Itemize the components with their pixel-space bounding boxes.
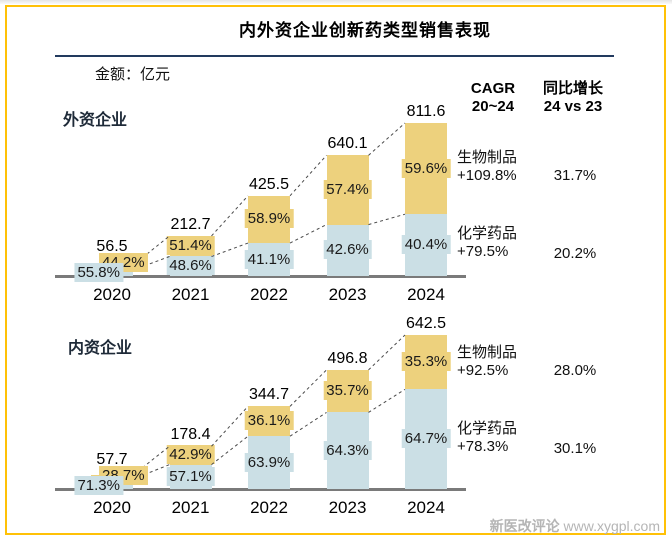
trend-line-segment (211, 242, 249, 257)
trend-line-segment (368, 334, 406, 371)
bar-pct-biologics-domestic-2021: 42.9% (166, 445, 215, 465)
bar-pct-biologics-foreign-2021: 51.4% (166, 236, 215, 256)
watermark-site: www.xygpl.com (563, 518, 660, 534)
bar-pct-chemicals-domestic-2021: 57.1% (166, 466, 215, 486)
top-edge-strip (0, 0, 672, 4)
legend-domestic-biologics-cagr: +92.5% (457, 362, 509, 379)
bar-pct-biologics-domestic-2024: 35.3% (401, 352, 451, 372)
bar-pct-chemicals-foreign-2021: 48.6% (166, 256, 215, 276)
trend-line-segment (289, 224, 327, 244)
section-label-domestic: 内资企业 (68, 340, 133, 357)
bar-pct-chemicals-foreign-2022: 41.1% (244, 249, 294, 269)
yoy-header-line2: 24 vs 23 (543, 98, 603, 115)
legend-foreign-chemicals-cagr: +79.5% (457, 243, 509, 260)
bar-pct-biologics-foreign-2022: 58.9% (244, 209, 294, 229)
legend-foreign-chemicals: 化学药品 +79.5% (457, 225, 517, 261)
legend-foreign-biologics-yoy: 31.7% (553, 167, 597, 184)
watermark-brand: 新医改评论 (489, 518, 560, 534)
bar-total-label-foreign-2023: 640.1 (327, 135, 368, 153)
bar-pct-biologics-foreign-2024: 59.6% (401, 158, 451, 178)
legend-domestic-biologics: 生物制品 +92.5% (457, 344, 517, 380)
axis-line-foreign (55, 275, 466, 278)
watermark: 新医改评论 www.xygpl.com (490, 516, 660, 536)
legend-domestic-chemicals-cagr: +78.3% (457, 438, 509, 455)
trend-line-segment (211, 435, 249, 465)
trend-line-segment (368, 388, 406, 413)
bar-total-label-domestic-2023: 496.8 (327, 349, 368, 367)
trend-line-segment (289, 369, 327, 407)
year-label-domestic-2021: 2021 (171, 498, 210, 517)
legend-domestic-chemicals-name: 化学药品 (457, 420, 518, 437)
legend-domestic-chemicals: 化学药品 +78.3% (457, 420, 517, 456)
year-label-foreign-2022: 2022 (250, 285, 288, 304)
year-label-foreign-2023: 2023 (328, 285, 367, 304)
trend-line-segment (289, 412, 327, 437)
bar-total-label-foreign-2020: 56.5 (96, 238, 128, 255)
bar-total-label-domestic-2024: 642.5 (405, 315, 447, 332)
legend-foreign-chemicals-name: 化学药品 (457, 225, 518, 242)
legend-foreign-biologics-name: 生物制品 (457, 149, 518, 166)
bar-pct-biologics-foreign-2023: 57.4% (323, 179, 372, 199)
trend-line-segment (368, 122, 406, 156)
year-label-domestic-2024: 2024 (407, 498, 445, 517)
legend-domestic-biologics-name: 生物制品 (457, 344, 518, 361)
cagr-header-line1: CAGR (470, 80, 516, 97)
column-header-yoy: 同比增长 24 vs 23 (531, 80, 615, 116)
year-label-foreign-2024: 2024 (407, 285, 445, 304)
bar-total-label-foreign-2022: 425.5 (248, 175, 290, 193)
page-title: 内外资企业创新药类型销售表现 (239, 21, 491, 40)
bar-total-label-foreign-2021: 212.7 (170, 215, 211, 233)
bar-pct-chemicals-foreign-2023: 42.6% (323, 240, 372, 260)
legend-domestic-chemicals-yoy: 30.1% (553, 440, 597, 457)
legend-domestic-biologics-yoy: 28.0% (553, 362, 597, 379)
year-label-foreign-2020: 2020 (93, 285, 131, 304)
cagr-header-line2: 20~24 (471, 98, 515, 115)
bar-pct-chemicals-domestic-2023: 64.3% (323, 440, 372, 460)
frame-border (5, 5, 666, 535)
bar-pct-biologics-domestic-2023: 35.7% (323, 381, 372, 401)
trend-line-segment (289, 154, 327, 197)
trend-line-segment (368, 213, 406, 226)
bar-pct-chemicals-foreign-2024: 40.4% (401, 235, 451, 255)
year-label-domestic-2020: 2020 (93, 498, 131, 517)
bar-total-label-domestic-2021: 178.4 (170, 426, 211, 444)
axis-line-domestic (55, 488, 466, 491)
bar-pct-chemicals-foreign-2020: 55.8% (74, 263, 123, 282)
trend-line-segment (211, 406, 249, 447)
bar-total-label-domestic-2020: 57.7 (96, 451, 128, 468)
bar-pct-chemicals-domestic-2024: 64.7% (401, 429, 451, 449)
trend-line-segment (211, 195, 249, 237)
unit-label: 金额：亿元 (95, 66, 171, 83)
bar-total-label-foreign-2024: 811.6 (406, 103, 446, 120)
legend-foreign-biologics: 生物制品 +109.8% (457, 149, 517, 185)
year-label-foreign-2021: 2021 (171, 285, 210, 304)
bar-total-label-domestic-2022: 344.7 (248, 386, 290, 404)
column-header-cagr: CAGR 20~24 (455, 80, 531, 116)
year-label-domestic-2022: 2022 (250, 498, 288, 517)
bar-pct-chemicals-domestic-2020: 71.3% (74, 476, 123, 495)
section-label-foreign: 外资企业 (63, 112, 128, 129)
yoy-header-line1: 同比增长 (542, 80, 603, 97)
legend-foreign-biologics-cagr: +109.8% (457, 167, 517, 184)
year-label-domestic-2023: 2023 (328, 498, 367, 517)
bar-pct-chemicals-domestic-2022: 63.9% (244, 452, 294, 472)
title-underline (55, 55, 614, 57)
bar-pct-biologics-domestic-2022: 36.1% (244, 411, 294, 431)
legend-foreign-chemicals-yoy: 20.2% (553, 245, 597, 262)
